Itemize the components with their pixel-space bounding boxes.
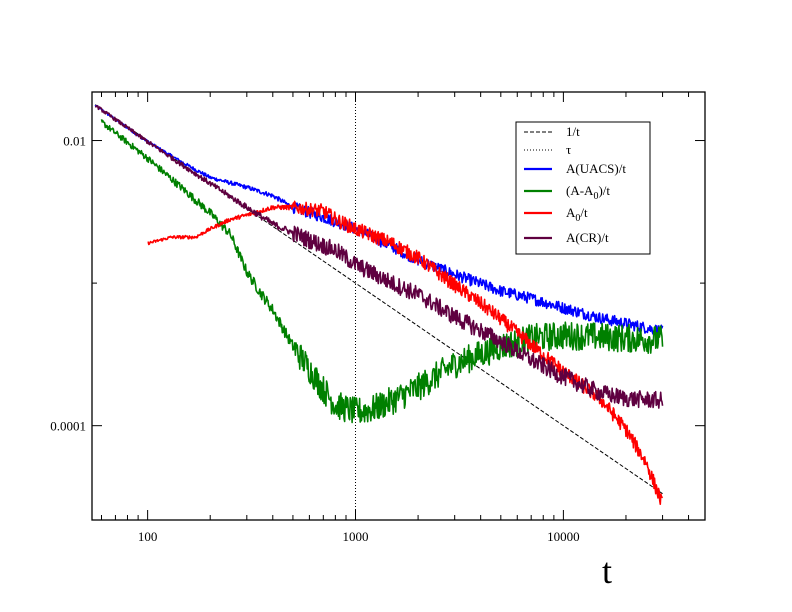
x-tick-label: 100 (138, 529, 158, 544)
y-tick-label: 0.01 (63, 134, 86, 149)
series-line-2 (147, 200, 664, 506)
legend-label: τ (566, 142, 571, 157)
legend-label: 1/t (566, 124, 580, 139)
plot-frame (91, 91, 706, 521)
series-line-3 (94, 105, 664, 409)
x-axis-label: t (602, 551, 612, 591)
legend: 1/t τ A(UACS)/t (A-A0)/t A0/t A(CR)/t (515, 121, 651, 255)
plot-content (94, 92, 664, 520)
legend-label: A(UACS)/t (566, 161, 626, 176)
x-tick-label: 1000 (343, 529, 369, 544)
legend-label: A(CR)/t (566, 230, 609, 245)
axis-ticks: 100 1000 10000 0.0001 0.01 (50, 92, 705, 544)
series-line-1 (100, 119, 664, 424)
y-tick-label: 0.0001 (50, 419, 86, 434)
legend-box (515, 121, 651, 255)
legend-label: (A-A0)/t (566, 183, 610, 202)
legend-label: A0/t (566, 205, 588, 224)
x-tick-label: 10000 (547, 529, 580, 544)
